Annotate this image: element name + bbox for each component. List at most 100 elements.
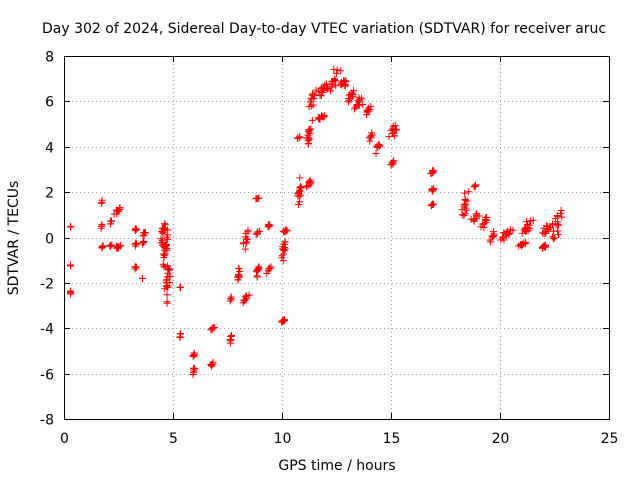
data-point xyxy=(541,242,549,250)
data-point xyxy=(543,222,551,230)
data-point xyxy=(265,221,273,229)
data-point xyxy=(266,222,274,230)
data-point xyxy=(328,77,336,85)
data-point xyxy=(161,250,169,258)
data-point xyxy=(107,217,115,225)
data-point xyxy=(161,241,169,249)
data-point xyxy=(244,235,252,243)
data-point xyxy=(296,174,304,182)
data-point xyxy=(116,204,124,212)
y-axis-label: SDTVAR / TECUs xyxy=(6,181,22,296)
data-point xyxy=(342,77,350,85)
data-point xyxy=(67,222,75,230)
data-point xyxy=(503,228,511,236)
data-point xyxy=(332,69,340,77)
data-point xyxy=(341,82,349,90)
data-point xyxy=(392,126,400,134)
data-point xyxy=(160,251,168,259)
data-point xyxy=(489,232,497,240)
data-point xyxy=(553,213,561,221)
y-tick-labels: -8 -6 -4 -2 0 2 4 6 8 xyxy=(40,50,54,429)
data-point xyxy=(278,252,286,260)
data-point xyxy=(308,116,316,124)
grid-lines xyxy=(64,56,609,419)
data-point xyxy=(550,234,558,242)
data-point xyxy=(244,228,252,236)
data-point xyxy=(67,261,75,269)
data-point xyxy=(340,77,348,85)
y-tick-label: 8 xyxy=(45,50,54,66)
data-point xyxy=(554,220,562,228)
data-point xyxy=(296,133,304,141)
data-point xyxy=(522,238,530,246)
y-tick-label: -2 xyxy=(40,277,54,293)
y-tick-label: -6 xyxy=(40,368,54,384)
data-point xyxy=(309,91,317,99)
chart-title: Day 302 of 2024, Sidereal Day-to-day VTE… xyxy=(42,21,606,37)
data-point xyxy=(163,291,171,299)
x-tick-label: 0 xyxy=(60,431,69,447)
data-point xyxy=(235,264,243,272)
data-point xyxy=(165,265,173,273)
data-point xyxy=(161,221,169,229)
data-point xyxy=(460,212,468,220)
data-point xyxy=(348,89,356,97)
data-point xyxy=(227,293,235,301)
data-point xyxy=(138,274,146,282)
data-point xyxy=(430,167,438,175)
data-point xyxy=(372,149,380,157)
data-point xyxy=(281,245,289,253)
data-point xyxy=(159,260,167,268)
data-point xyxy=(368,129,376,137)
data-point xyxy=(309,90,317,98)
data-point xyxy=(157,239,165,247)
data-point xyxy=(236,267,244,275)
data-point xyxy=(465,188,473,196)
data-point xyxy=(366,137,374,145)
data-point xyxy=(327,87,335,95)
data-point xyxy=(321,81,329,89)
data-point xyxy=(526,217,534,225)
data-point xyxy=(549,235,557,243)
data-point xyxy=(98,242,106,250)
data-point xyxy=(209,358,217,366)
data-point xyxy=(281,316,289,324)
data-point xyxy=(159,228,167,236)
x-tick-label: 20 xyxy=(492,431,510,447)
data-point xyxy=(163,298,171,306)
y-tick-label: 6 xyxy=(45,95,54,111)
data-point xyxy=(166,273,174,281)
x-tick-labels: 0 5 10 15 20 25 xyxy=(60,431,618,447)
data-point xyxy=(241,245,249,253)
data-point xyxy=(163,282,171,290)
y-tick-label: -4 xyxy=(40,322,54,338)
y-tick-label: 0 xyxy=(45,232,54,248)
data-point xyxy=(255,194,263,202)
data-point xyxy=(498,234,506,242)
x-axis-label: GPS time / hours xyxy=(278,458,395,474)
data-point xyxy=(309,101,317,109)
data-point xyxy=(163,233,171,241)
data-point xyxy=(176,330,184,338)
data-point xyxy=(99,242,107,250)
data-point xyxy=(385,133,393,141)
data-point xyxy=(98,220,106,228)
data-point xyxy=(306,129,314,137)
data-point xyxy=(280,316,288,324)
data-point xyxy=(367,102,375,110)
plot-frame xyxy=(64,56,610,420)
data-point xyxy=(241,293,249,301)
data-point xyxy=(359,101,367,109)
data-point xyxy=(267,263,275,271)
data-point xyxy=(191,364,199,372)
data-point xyxy=(529,216,537,224)
data-point xyxy=(256,227,264,235)
data-point xyxy=(162,245,170,253)
data-point xyxy=(132,225,140,233)
data-point xyxy=(67,288,75,296)
data-point xyxy=(228,331,236,339)
data-point xyxy=(490,228,498,236)
y-tick-label: -8 xyxy=(40,413,54,429)
data-point xyxy=(539,229,547,237)
